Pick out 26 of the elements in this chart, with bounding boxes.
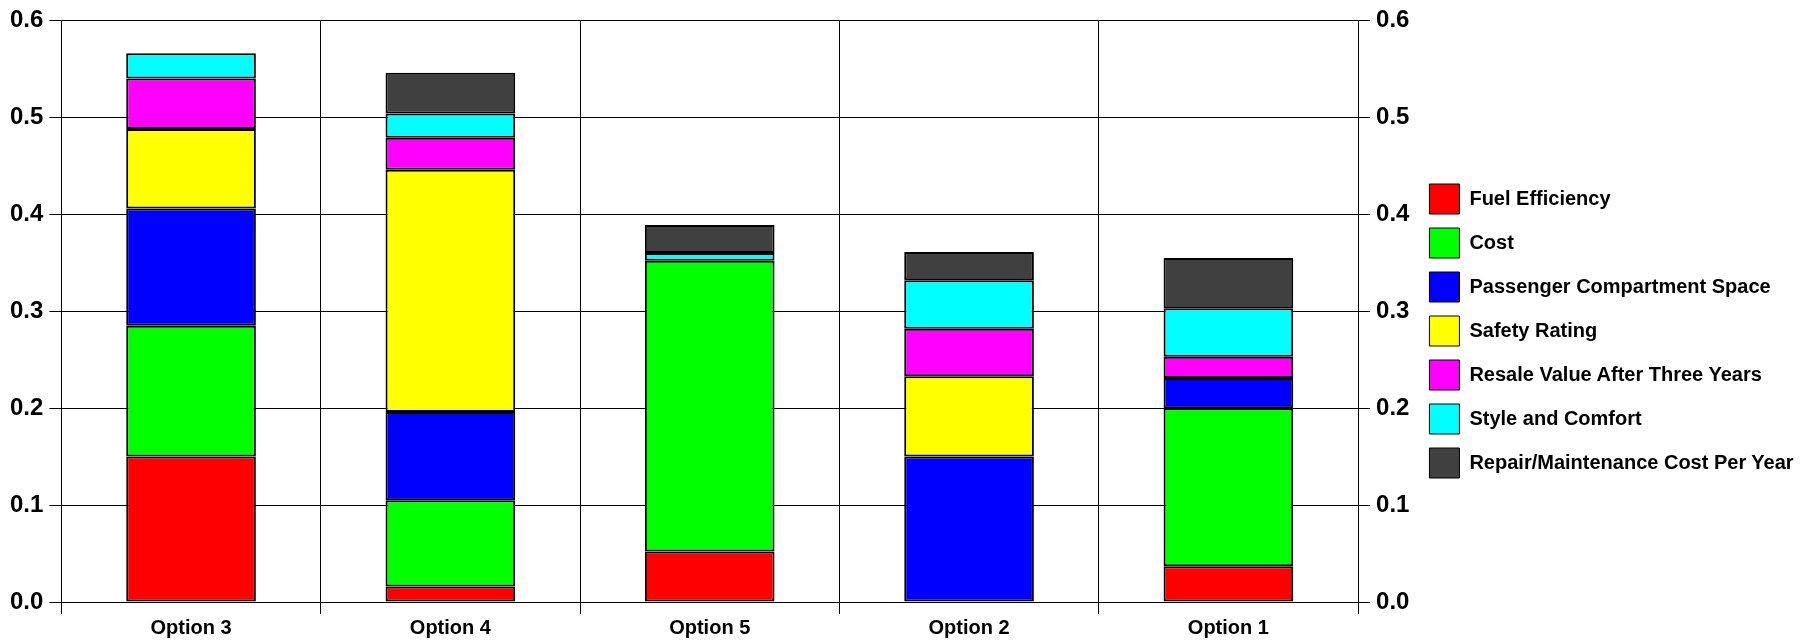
y2-tick-label: 0.6 bbox=[1376, 5, 1410, 33]
y2-tick-label: 0.3 bbox=[1376, 295, 1410, 323]
y-tick-label: 0.1 bbox=[9, 489, 44, 517]
y2-tick-label: 0.1 bbox=[1376, 489, 1410, 517]
y-tick-label: 0.6 bbox=[9, 5, 44, 33]
y2-tick-label: 0.2 bbox=[1376, 392, 1410, 420]
y-tick-label: 0.3 bbox=[9, 295, 44, 323]
y-tick-label: 0.4 bbox=[9, 198, 44, 226]
legend-label: Passenger Compartment Space bbox=[1469, 274, 1771, 297]
legend-label: Repair/Maintenance Cost Per Year bbox=[1469, 450, 1794, 473]
legend-label: Style and Comfort bbox=[1469, 406, 1643, 429]
y2-tick-label: 0.0 bbox=[1376, 586, 1410, 614]
x-tick-label: Option 2 bbox=[928, 615, 1010, 638]
legend-label: Safety Rating bbox=[1469, 318, 1598, 341]
x-tick-label: Option 5 bbox=[669, 615, 751, 638]
x-tick-label: Option 4 bbox=[409, 615, 492, 638]
y-tick-label: 0.0 bbox=[9, 586, 44, 614]
y2-tick-label: 0.5 bbox=[1376, 101, 1410, 129]
y-tick-label: 0.2 bbox=[9, 392, 44, 420]
x-tick-label: Option 1 bbox=[1187, 615, 1269, 638]
legend-label: Cost bbox=[1469, 230, 1515, 253]
y-tick-label: 0.5 bbox=[9, 101, 44, 129]
x-tick-label: Option 3 bbox=[150, 615, 232, 638]
legend-label: Fuel Efficiency bbox=[1469, 186, 1612, 209]
y2-tick-label: 0.4 bbox=[1376, 198, 1411, 226]
legend-label: Resale Value After Three Years bbox=[1469, 362, 1762, 385]
